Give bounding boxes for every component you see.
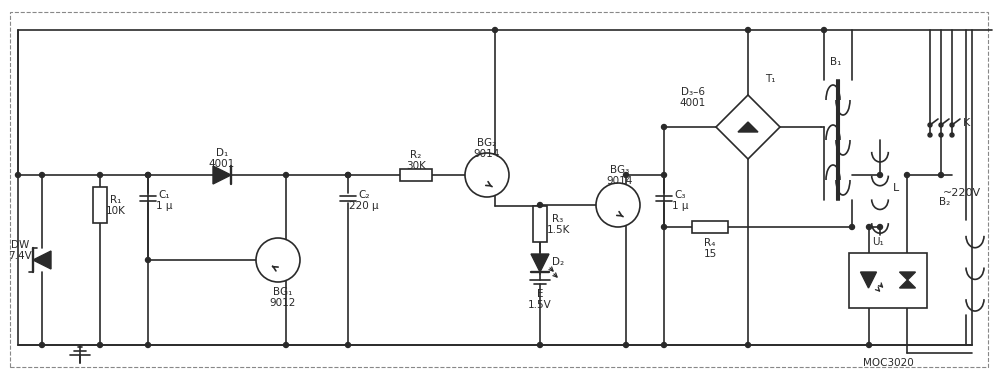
Text: R₄: R₄ <box>704 238 716 248</box>
Text: L: L <box>893 183 899 193</box>
Polygon shape <box>213 166 231 184</box>
Text: T₁: T₁ <box>765 74 775 84</box>
Circle shape <box>40 172 44 177</box>
Circle shape <box>465 153 509 197</box>
Circle shape <box>492 27 498 33</box>
Circle shape <box>939 133 943 137</box>
Text: 4001: 4001 <box>209 159 235 169</box>
Circle shape <box>284 172 288 177</box>
Text: D₂: D₂ <box>552 257 564 267</box>
Circle shape <box>146 342 150 348</box>
Text: DW: DW <box>11 240 29 250</box>
Circle shape <box>40 342 44 348</box>
Circle shape <box>98 172 103 177</box>
Polygon shape <box>33 251 51 269</box>
Text: 220 μ: 220 μ <box>349 201 379 211</box>
Text: D₁: D₁ <box>216 148 228 158</box>
Circle shape <box>904 172 910 177</box>
Text: BG₂: BG₂ <box>477 138 497 148</box>
Bar <box>93 187 107 223</box>
Polygon shape <box>531 254 549 272</box>
Circle shape <box>346 342 351 348</box>
Text: R₁: R₁ <box>110 195 122 205</box>
Polygon shape <box>860 272 876 288</box>
Circle shape <box>284 342 288 348</box>
Text: R₃: R₃ <box>552 214 564 224</box>
Circle shape <box>624 172 629 177</box>
Text: D₃–6: D₃–6 <box>681 87 705 97</box>
Text: 7.4V: 7.4V <box>8 251 32 261</box>
Circle shape <box>146 172 150 177</box>
Circle shape <box>866 225 872 230</box>
Text: 4001: 4001 <box>680 98 706 108</box>
Text: 15: 15 <box>703 249 717 259</box>
Circle shape <box>346 172 351 177</box>
Text: C₁: C₁ <box>158 190 170 200</box>
Text: 9014: 9014 <box>474 149 500 159</box>
Text: 9012: 9012 <box>270 298 296 308</box>
Text: 30K: 30K <box>406 161 426 171</box>
Text: 1.5V: 1.5V <box>528 300 552 310</box>
Text: B₁: B₁ <box>830 57 842 67</box>
Text: BG₃: BG₃ <box>610 165 630 175</box>
Circle shape <box>950 123 954 127</box>
Circle shape <box>538 202 542 207</box>
Circle shape <box>624 342 629 348</box>
Text: ~220V: ~220V <box>943 188 981 198</box>
Text: 1 μ: 1 μ <box>156 201 172 211</box>
Circle shape <box>596 183 640 227</box>
Circle shape <box>146 258 150 262</box>
Circle shape <box>850 225 854 230</box>
Circle shape <box>938 172 944 177</box>
Circle shape <box>746 342 750 348</box>
Text: C₃: C₃ <box>674 190 686 200</box>
Bar <box>849 252 927 308</box>
Circle shape <box>746 27 750 33</box>
Text: 1.5K: 1.5K <box>546 225 570 235</box>
Circle shape <box>878 225 883 230</box>
Circle shape <box>256 238 300 282</box>
Circle shape <box>662 172 666 177</box>
Circle shape <box>878 172 883 177</box>
Text: BG₁: BG₁ <box>273 287 293 297</box>
Circle shape <box>146 172 150 177</box>
Circle shape <box>662 342 666 348</box>
Polygon shape <box>716 95 780 159</box>
Text: U₁: U₁ <box>872 237 884 247</box>
Circle shape <box>538 342 542 348</box>
Polygon shape <box>900 280 916 288</box>
Circle shape <box>662 124 666 129</box>
Bar <box>400 169 432 181</box>
Circle shape <box>939 123 943 127</box>
Circle shape <box>346 172 351 177</box>
Text: MOC3020: MOC3020 <box>863 358 913 368</box>
Text: 10K: 10K <box>106 206 126 216</box>
Circle shape <box>822 27 826 33</box>
Circle shape <box>950 133 954 137</box>
Text: K: K <box>962 118 970 128</box>
Circle shape <box>928 133 932 137</box>
Bar <box>692 221 728 233</box>
Polygon shape <box>738 122 758 132</box>
Circle shape <box>866 342 872 348</box>
Text: E: E <box>537 289 543 299</box>
Text: 9014: 9014 <box>607 176 633 186</box>
Circle shape <box>662 225 666 230</box>
Circle shape <box>928 123 932 127</box>
Text: B₂: B₂ <box>939 197 951 207</box>
Bar <box>533 206 547 242</box>
Circle shape <box>16 172 20 177</box>
Text: 1 μ: 1 μ <box>672 201 688 211</box>
Circle shape <box>98 342 103 348</box>
Text: R₂: R₂ <box>410 150 422 160</box>
Polygon shape <box>900 272 916 280</box>
Text: C₂: C₂ <box>358 190 370 200</box>
